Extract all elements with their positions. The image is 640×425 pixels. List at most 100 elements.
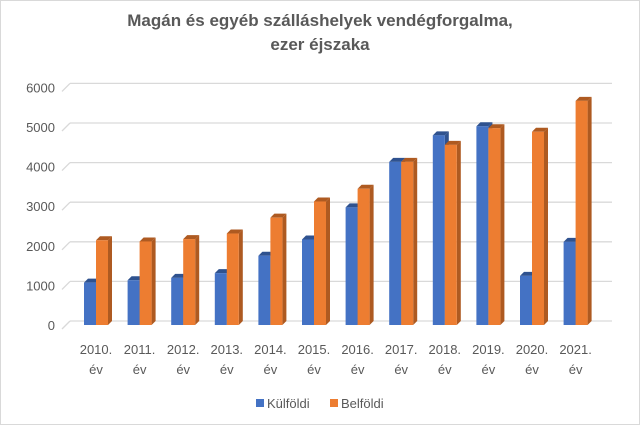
y-tick-label: 4000: [26, 160, 55, 175]
x-tick-label: 2021.: [559, 342, 592, 357]
x-tick-label: 2018.: [429, 342, 462, 357]
bar-top: [488, 124, 505, 129]
bar-side: [413, 157, 418, 325]
y-tick-label: 1000: [26, 278, 55, 293]
bar-front: [345, 207, 358, 325]
bar-belföldi-2013: [226, 229, 243, 325]
bar-top: [401, 157, 418, 162]
x-tick-label: 2013.: [211, 342, 244, 357]
legend-swatch-külföldi: [256, 399, 264, 407]
bar-side: [369, 184, 374, 325]
bar-front: [139, 241, 152, 325]
x-tick-label: 2020.: [516, 342, 549, 357]
bar-top: [314, 197, 330, 202]
chart-title-line-2: ezer éjszaka: [270, 35, 370, 54]
x-tick-label: 2014.: [254, 342, 287, 357]
bar-side: [108, 236, 112, 325]
bar-front: [84, 282, 96, 325]
bar-top: [270, 213, 287, 218]
x-tick-label-unit: év: [220, 362, 234, 377]
x-tick-label: 2011.: [124, 342, 156, 357]
x-tick-label: 2010.: [80, 342, 113, 357]
x-tick-label-unit: év: [176, 362, 190, 377]
x-tick-label: 2016.: [341, 342, 374, 357]
bar-front: [432, 135, 445, 325]
bar-front: [444, 144, 457, 325]
y-tick-label: 6000: [26, 80, 55, 95]
gridline-floor-edge: [61, 241, 71, 251]
bar-side: [500, 124, 505, 325]
x-tick-label-unit: év: [133, 362, 147, 377]
x-tick-label: 2017.: [385, 342, 418, 357]
bar-front: [563, 241, 576, 325]
bar-front: [314, 201, 326, 325]
x-tick-label-unit: év: [438, 362, 452, 377]
gridline-floor-edge: [61, 122, 71, 132]
y-tick-label: 2000: [26, 239, 55, 254]
bar-side: [238, 229, 243, 325]
x-tick-label-unit: év: [569, 362, 583, 377]
bar-front: [532, 131, 544, 325]
legend-label-belföldi: Belföldi: [341, 396, 384, 411]
bar-top: [226, 229, 243, 234]
bar-front: [171, 277, 184, 325]
bar-front: [302, 239, 314, 325]
bar-top: [183, 235, 200, 240]
bar-side: [456, 140, 461, 325]
bar-front: [575, 100, 588, 325]
bar-front: [520, 275, 532, 325]
bar-front: [214, 273, 227, 325]
gridline-floor-edge: [61, 280, 71, 290]
bar-belföldi-2011: [139, 237, 156, 325]
gridline-floor-edge: [61, 82, 71, 92]
bar-side: [326, 197, 330, 325]
bar-belföldi-2019: [488, 124, 505, 325]
bar-top: [532, 127, 548, 132]
bar-top: [96, 236, 112, 241]
bar-front: [258, 255, 271, 325]
bar-belföldi-2016: [357, 184, 374, 325]
bar-side: [282, 213, 287, 325]
bar-side: [151, 237, 156, 325]
bar-belföldi-2014: [270, 213, 287, 325]
bar-front: [183, 239, 196, 325]
x-tick-label-unit: év: [307, 362, 321, 377]
x-tick-label-unit: év: [394, 362, 408, 377]
gridline-floor-edge: [61, 201, 71, 211]
x-tick-label-unit: év: [351, 362, 365, 377]
bar-belföldi-2010: [96, 236, 112, 325]
bar-front: [389, 161, 402, 325]
y-tick-label: 0: [48, 318, 55, 333]
gridline-floor-edge: [61, 320, 71, 330]
bar-belföldi-2015: [314, 197, 330, 325]
bar-side: [195, 235, 200, 325]
x-tick-label-unit: év: [89, 362, 103, 377]
x-tick-label-unit: év: [264, 362, 278, 377]
bar-front: [488, 128, 501, 325]
bar-top: [139, 237, 156, 242]
bar-side: [587, 96, 592, 325]
bar-belföldi-2017: [401, 157, 418, 325]
y-tick-label: 5000: [26, 120, 55, 135]
x-tick-label-unit: év: [525, 362, 539, 377]
chart-title-line-1: Magán és egyéb szálláshelyek vendégforga…: [127, 11, 513, 30]
x-tick-label: 2019.: [472, 342, 505, 357]
y-tick-label: 3000: [26, 199, 55, 214]
bar-front: [401, 161, 414, 325]
bar-top: [476, 122, 493, 127]
bar-front: [476, 126, 489, 325]
bar-front: [226, 233, 239, 325]
bar-front: [357, 188, 370, 325]
bar-front: [127, 280, 140, 325]
x-tick-label: 2015.: [298, 342, 331, 357]
gridline-floor-edge: [61, 162, 71, 172]
bar-top: [432, 131, 449, 136]
bar-side: [544, 127, 548, 325]
bar-top: [575, 96, 592, 101]
bar-belföldi-2012: [183, 235, 200, 325]
x-tick-label-unit: év: [482, 362, 496, 377]
bar-top: [444, 140, 461, 145]
bar-top: [389, 157, 406, 162]
bar-top: [357, 184, 374, 189]
